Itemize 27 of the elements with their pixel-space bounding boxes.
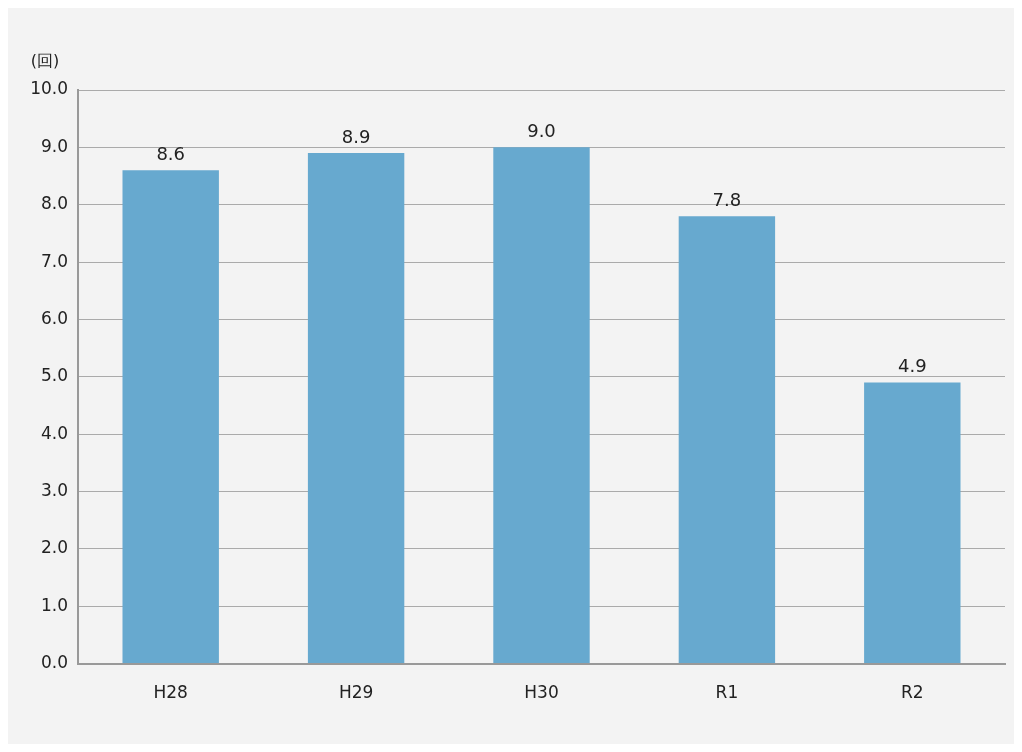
x-tick-label: R2: [900, 682, 924, 703]
y-tick-label: 5.0: [40, 365, 68, 386]
x-tick-label: R1: [715, 682, 739, 703]
x-tick-label: H28: [153, 682, 188, 703]
bar: [122, 170, 219, 664]
x-tick-label: H29: [338, 682, 374, 703]
y-tick-label: 7.0: [40, 250, 68, 271]
bar: [678, 216, 776, 664]
y-tick-label: 9.0: [40, 135, 68, 156]
y-tick-label: 10.0: [30, 78, 68, 99]
y-tick-label: 3.0: [40, 479, 68, 500]
data-label: 7.8: [712, 188, 742, 210]
data-label: 9.0: [527, 120, 556, 142]
data-label: 4.9: [897, 355, 927, 377]
y-axis-title: (回): [30, 51, 60, 71]
bar: [493, 147, 590, 664]
bar: [307, 153, 405, 664]
y-tick-label: 4.0: [40, 422, 68, 443]
y-tick-label: 8.0: [40, 193, 68, 214]
data-label: 8.9: [341, 125, 371, 147]
data-label: 8.6: [156, 142, 186, 164]
y-tick-label: 1.0: [40, 594, 68, 615]
y-tick-label: 6.0: [40, 307, 68, 328]
y-tick-label: 0.0: [40, 652, 68, 673]
y-tick-label: 2.0: [40, 537, 68, 558]
bar: [864, 382, 961, 664]
x-tick-label: H30: [524, 682, 559, 703]
